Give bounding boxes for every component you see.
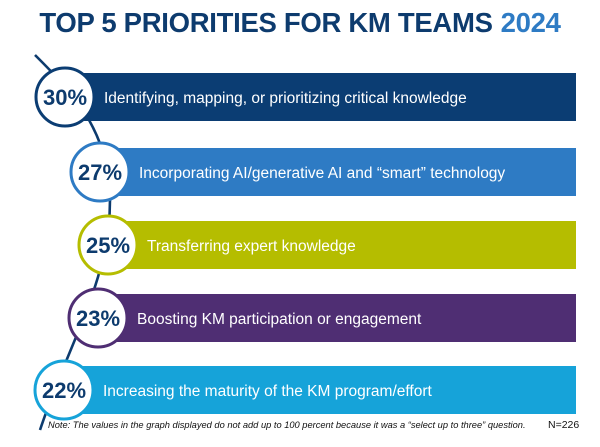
- bar-label-5: Increasing the maturity of the KM progra…: [103, 383, 433, 400]
- bar-label-2: Incorporating AI/generative AI and “smar…: [139, 165, 505, 182]
- value-circle-1: [34, 66, 96, 128]
- bar-2: [100, 148, 576, 196]
- bar-3: [108, 221, 576, 269]
- value-label-4: 23%: [76, 306, 120, 331]
- value-label-2: 27%: [78, 160, 122, 185]
- bar-5: [64, 366, 576, 414]
- footnote: Note: The values in the graph displayed …: [48, 420, 526, 430]
- chart-title-text: TOP 5 PRIORITIES FOR KM TEAMS: [39, 7, 493, 38]
- value-label-3: 25%: [86, 233, 130, 258]
- bar-4: [98, 294, 576, 342]
- value-circle-2: [69, 141, 131, 203]
- value-label-5: 22%: [42, 378, 86, 403]
- sample-size-label: N=226: [548, 419, 580, 431]
- bar-label-4: Boosting KM participation or engagement: [137, 311, 422, 328]
- bar-label-1: Identifying, mapping, or prioritizing cr…: [104, 90, 467, 107]
- bar-1: [65, 73, 576, 121]
- value-label-1: 30%: [43, 85, 87, 110]
- chart-title-year: 2024: [500, 7, 561, 38]
- bar-label-3: Transferring expert knowledge: [147, 238, 356, 255]
- value-circle-4: [67, 287, 129, 349]
- value-circle-5: [33, 359, 95, 421]
- chart-title: TOP 5 PRIORITIES FOR KM TEAMS 2024: [0, 6, 600, 40]
- value-circle-3: [77, 214, 139, 276]
